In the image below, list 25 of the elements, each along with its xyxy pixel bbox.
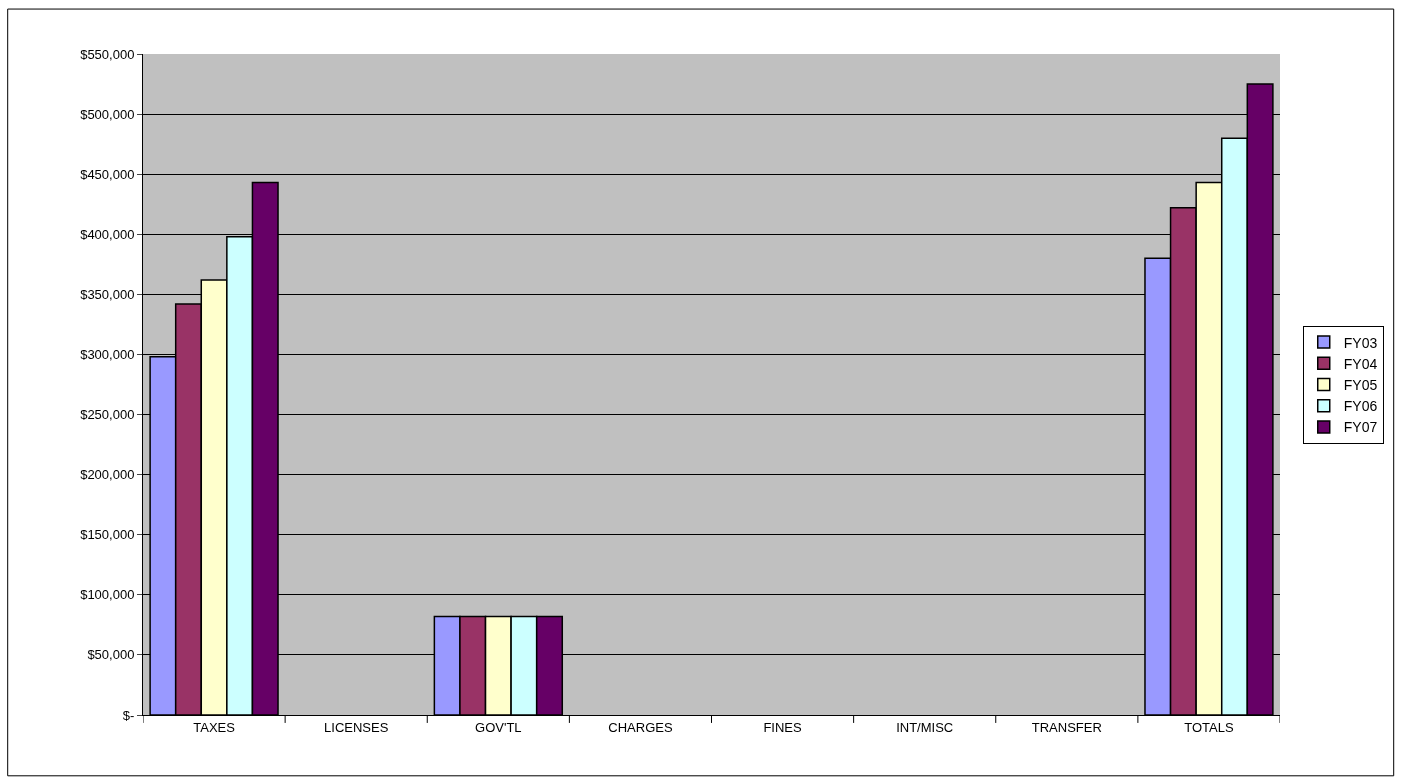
y-tick-label: $150,000 bbox=[80, 527, 135, 543]
y-tick-label: $400,000 bbox=[80, 226, 135, 242]
x-tick-label: TOTALS bbox=[1184, 719, 1234, 735]
y-tick-label: $200,000 bbox=[80, 467, 135, 483]
legend-label: FY04 bbox=[1343, 355, 1378, 372]
legend-label: FY06 bbox=[1343, 398, 1378, 415]
y-tick-label: $300,000 bbox=[80, 347, 135, 362]
x-tick-label: CHARGES bbox=[608, 719, 673, 735]
y-tick-label: $500,000 bbox=[80, 106, 135, 122]
y-tick-label: $- bbox=[122, 707, 135, 723]
y-tick-label: $100,000 bbox=[80, 587, 135, 603]
x-tick-label: LICENSES bbox=[324, 719, 389, 735]
y-tick-label: $350,000 bbox=[80, 286, 135, 302]
x-tick-label: TAXES bbox=[193, 719, 236, 735]
x-tick-label: FINES bbox=[763, 719, 803, 735]
legend-label: FY05 bbox=[1343, 376, 1378, 393]
y-tick-label: $50,000 bbox=[87, 647, 135, 663]
y-tick-label: $450,000 bbox=[80, 166, 135, 182]
legend-label: FY07 bbox=[1343, 419, 1378, 436]
y-tick-label: $250,000 bbox=[80, 407, 135, 423]
x-tick-label: INT/MISC bbox=[896, 719, 954, 735]
y-tick-label: $550,000 bbox=[80, 46, 135, 62]
x-tick-label: GOV'TL bbox=[475, 719, 522, 735]
legend-label: FY03 bbox=[1343, 334, 1378, 351]
x-tick-label: TRANSFER bbox=[1031, 719, 1102, 735]
